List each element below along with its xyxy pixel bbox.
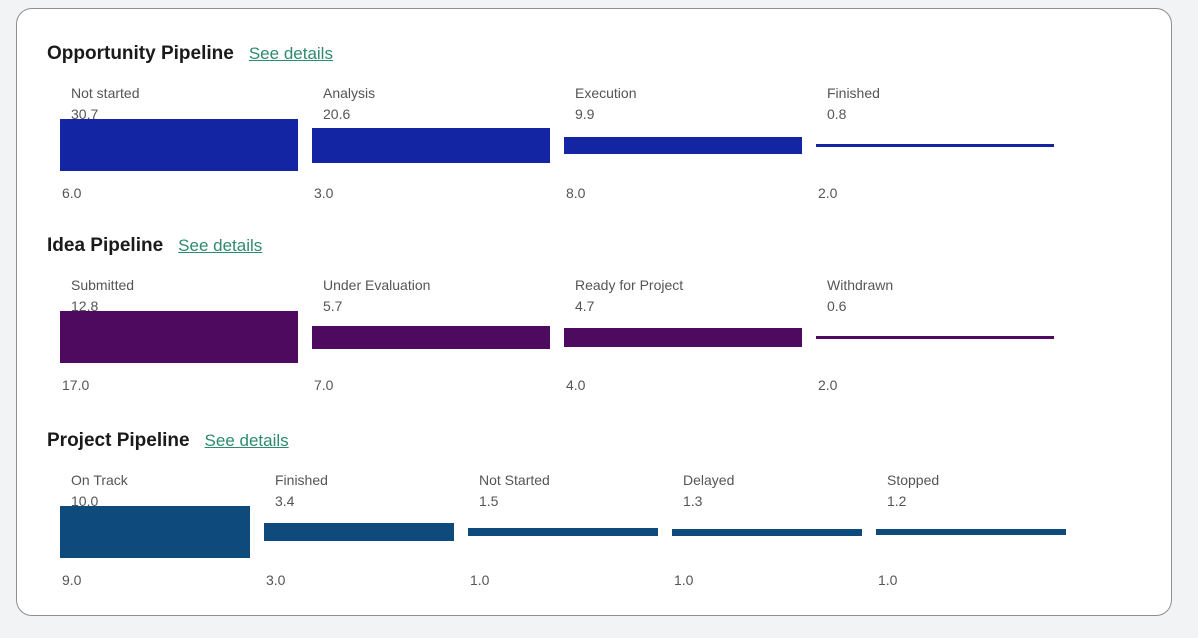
stage-label: Delayed [683, 472, 735, 488]
stage-value: 10.0 [71, 493, 99, 509]
stage-value: 30.7 [71, 106, 99, 122]
project-pipeline-header: Project Pipeline See details [47, 430, 289, 452]
stage-bar [312, 127, 550, 163]
stage-count: 7.0 [314, 377, 334, 393]
stage-label: Analysis [323, 85, 376, 101]
stage-bar [60, 311, 298, 363]
stage-count: 8.0 [566, 185, 586, 201]
stage-bar [876, 529, 1066, 535]
stage-count: 1.0 [470, 572, 490, 588]
stage-count: 9.0 [62, 572, 82, 588]
stage-label: Not started [71, 85, 140, 101]
pipeline-stage[interactable]: Stopped 1.2 1.0 [876, 472, 1066, 602]
see-details-link[interactable]: See details [178, 236, 263, 255]
stage-label: Stopped [887, 472, 940, 488]
pipeline-stage[interactable]: Not started 30.7 6.0 [60, 85, 298, 215]
pipeline-stage[interactable]: Analysis 20.6 3.0 [312, 85, 550, 215]
pipeline-stage[interactable]: Delayed 1.3 1.0 [672, 472, 862, 602]
stage-count: 3.0 [266, 572, 286, 588]
pipeline-stage[interactable]: Ready for Project 4.7 4.0 [564, 277, 802, 407]
section-title: Idea Pipeline [47, 235, 164, 256]
stage-label: Not Started [479, 472, 550, 488]
stage-value: 20.6 [323, 106, 351, 122]
pipeline-stage[interactable]: Withdrawn 0.6 2.0 [816, 277, 1054, 407]
idea-pipeline-header: Idea Pipeline See details [47, 235, 262, 257]
pipelines-card: Opportunity Pipeline See details Not sta… [16, 8, 1172, 616]
see-details-link[interactable]: See details [204, 431, 289, 450]
stage-value: 1.5 [479, 493, 499, 509]
stage-count: 4.0 [566, 377, 586, 393]
stage-label: On Track [71, 472, 128, 488]
stage-bar [564, 327, 802, 347]
section-title: Opportunity Pipeline [47, 43, 234, 64]
stage-bar [672, 528, 862, 536]
stage-count: 2.0 [818, 377, 838, 393]
stage-count: 6.0 [62, 185, 82, 201]
pipeline-stage[interactable]: Not Started 1.5 1.0 [468, 472, 658, 602]
stage-bar [564, 136, 802, 154]
stage-label: Ready for Project [575, 277, 684, 293]
stage-bar [60, 119, 298, 171]
stage-value: 5.7 [323, 298, 343, 314]
section-title: Project Pipeline [47, 430, 190, 451]
pipeline-stage[interactable]: On Track 10.0 9.0 [60, 472, 250, 602]
stage-count: 2.0 [818, 185, 838, 201]
stage-bar [468, 528, 658, 536]
stage-value: 4.7 [575, 298, 595, 314]
stage-bar [816, 335, 1054, 339]
stage-value: 0.6 [827, 298, 847, 314]
stage-count: 1.0 [674, 572, 694, 588]
stage-bar [312, 325, 550, 349]
stage-label: Execution [575, 85, 637, 101]
stage-label: Withdrawn [827, 277, 894, 293]
stage-value: 3.4 [275, 493, 295, 509]
pipeline-stage[interactable]: Submitted 12.8 17.0 [60, 277, 298, 407]
stage-label: Submitted [71, 277, 135, 293]
pipeline-stage[interactable]: Under Evaluation 5.7 7.0 [312, 277, 550, 407]
stage-bar [264, 523, 454, 541]
stage-label: Finished [827, 85, 880, 101]
pipeline-stage[interactable]: Execution 9.9 8.0 [564, 85, 802, 215]
stage-value: 0.8 [827, 106, 847, 122]
stage-count: 17.0 [62, 377, 90, 393]
see-details-link[interactable]: See details [248, 44, 333, 63]
stage-bar [60, 506, 250, 558]
stage-value: 1.2 [887, 493, 907, 509]
stage-value: 9.9 [575, 106, 595, 122]
opportunity-pipeline-header: Opportunity Pipeline See details [47, 43, 333, 65]
stage-value: 1.3 [683, 493, 703, 509]
stage-label: Finished [275, 472, 328, 488]
stage-value: 12.8 [71, 298, 99, 314]
stage-label: Under Evaluation [323, 277, 431, 293]
pipeline-stage[interactable]: Finished 0.8 2.0 [816, 85, 1054, 215]
stage-count: 1.0 [878, 572, 898, 588]
stage-count: 3.0 [314, 185, 334, 201]
stage-bar [816, 143, 1054, 147]
pipeline-stage[interactable]: Finished 3.4 3.0 [264, 472, 454, 602]
